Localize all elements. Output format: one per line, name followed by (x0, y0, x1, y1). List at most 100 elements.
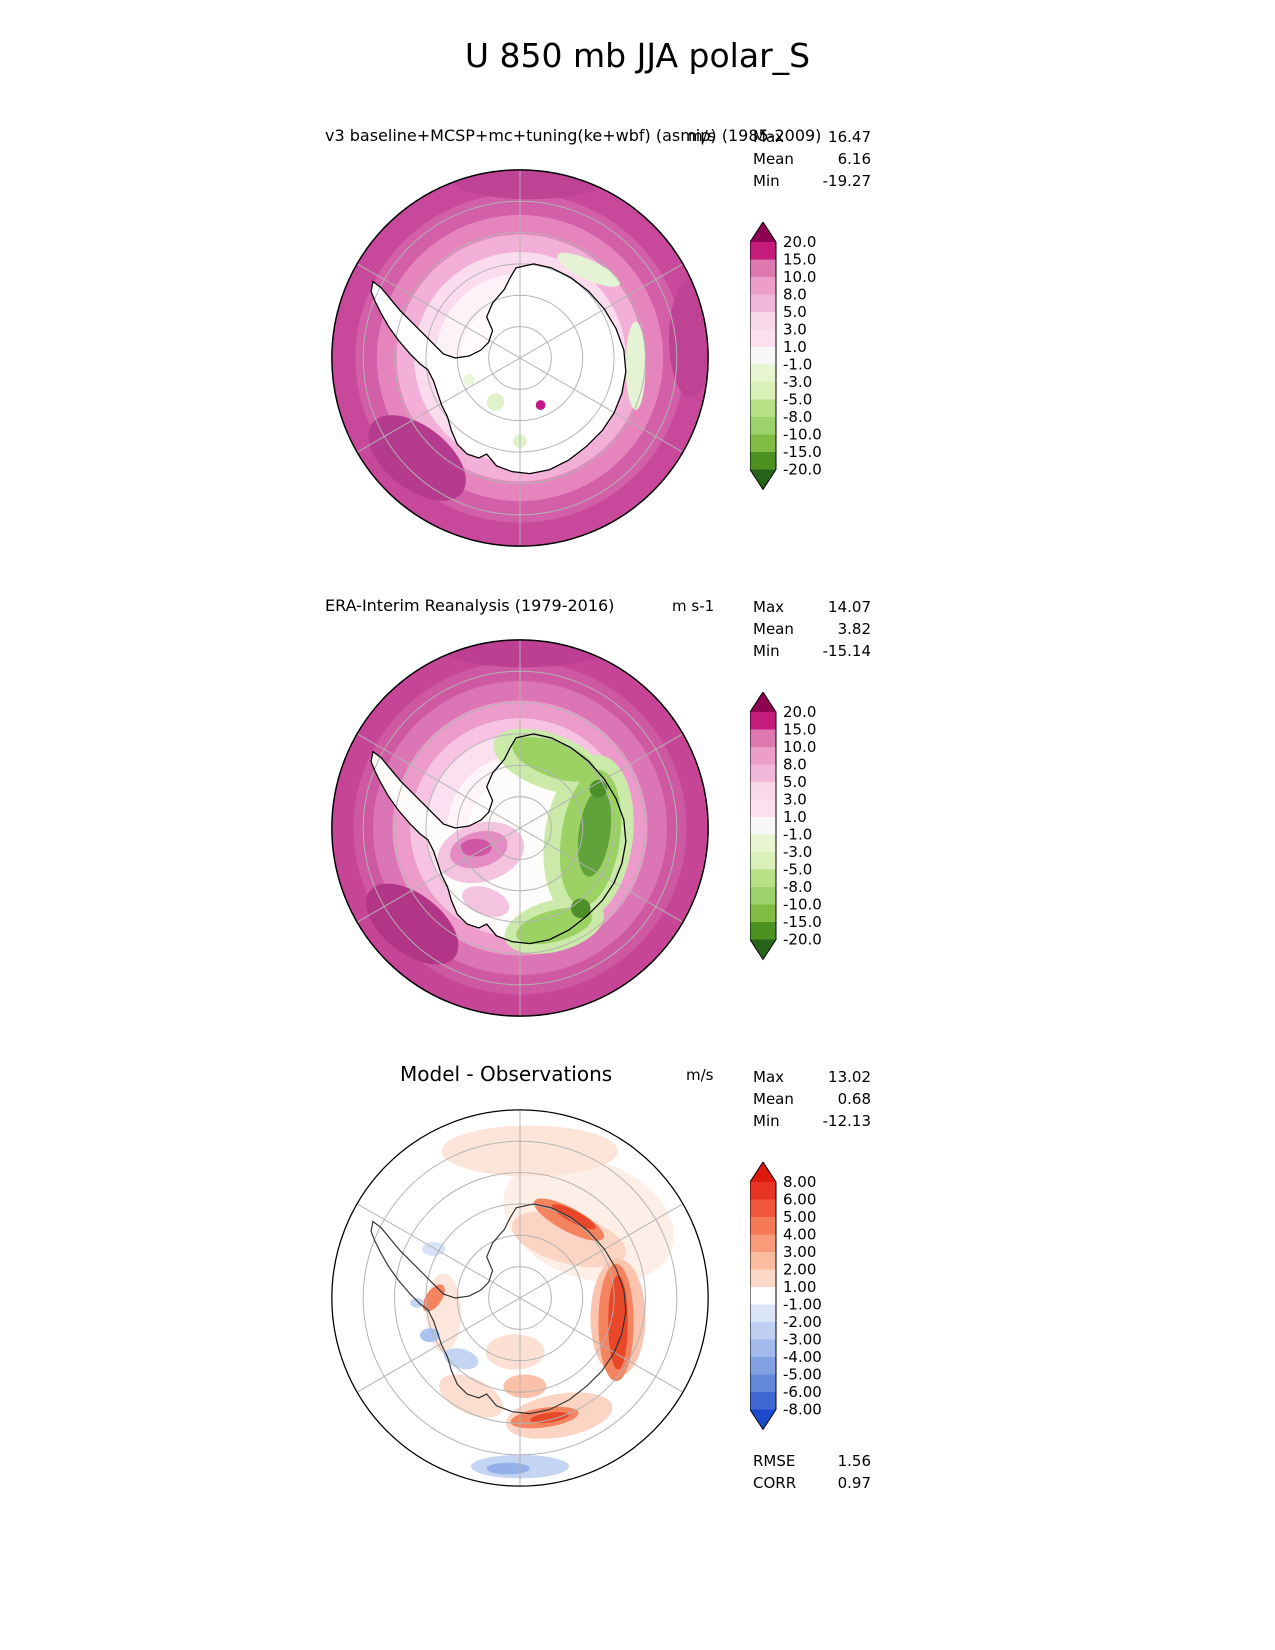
stat-value: 0.68 (837, 1090, 871, 1108)
colorbar-tick-label: -5.0 (783, 861, 812, 879)
colorbar-segment (750, 922, 776, 940)
colorbar-tick-label: 4.00 (783, 1226, 816, 1244)
colorbar-tick-label: -6.00 (783, 1383, 822, 1401)
colorbar-tick-label: -8.00 (783, 1401, 822, 1419)
stat-row: Min -19.27 (753, 170, 871, 192)
colorbar-tick-label: 1.00 (783, 1278, 816, 1296)
stat-label: Min (753, 1112, 780, 1130)
stat-row: Min -15.14 (753, 640, 871, 662)
colorbar-tick-label: -10.0 (783, 426, 822, 444)
colorbar-tick-label: 15.0 (783, 721, 816, 739)
colorbar-segment (750, 1182, 776, 1200)
panel1-map (331, 169, 709, 547)
colorbar-tick-label: -15.0 (783, 443, 822, 461)
colorbar-arrow-over (750, 692, 776, 712)
panel1-colorbar: 20.0 15.0 10.0 8.0 5.0 3.0 1.0 -1.0 -3.0 -5.0 -8.0… (750, 222, 845, 498)
colorbar-segment (750, 1339, 776, 1357)
panel3-units: m/s (686, 1066, 714, 1084)
colorbar-tick-label: 5.0 (783, 773, 807, 791)
colorbar-tick-label: -1.0 (783, 826, 812, 844)
colorbar-segment (750, 277, 776, 295)
panel2-units: m s-1 (672, 597, 715, 615)
stat-value: -12.13 (822, 1112, 871, 1130)
colorbar-segment (750, 417, 776, 435)
map-boundary (331, 639, 709, 1017)
colorbar-segment (750, 347, 776, 365)
stat-value: 14.07 (828, 598, 871, 616)
colorbar-tick-label: 3.0 (783, 791, 807, 809)
stat-label: Mean (753, 1090, 794, 1108)
colorbar-tick-label: -5.00 (783, 1366, 822, 1384)
colorbar-segment (750, 834, 776, 852)
colorbar-tick-label: -3.0 (783, 843, 812, 861)
colorbar-segment (750, 887, 776, 905)
colorbar-svg: 20.015.010.08.05.03.01.0-1.0-3.0-5.0-8.0… (750, 692, 822, 961)
colorbar-segment (750, 729, 776, 747)
colorbar-arrow-over (750, 222, 776, 242)
colorbar-tick-label: -4.00 (783, 1348, 822, 1366)
stat-label: Mean (753, 620, 794, 638)
colorbar-arrow-under (750, 939, 776, 960)
colorbar-segment (750, 382, 776, 400)
colorbar-tick-label: -1.0 (783, 356, 812, 374)
colorbar-tick-label: 3.0 (783, 321, 807, 339)
colorbar-outline (750, 1162, 777, 1431)
stat-row: Mean 0.68 (753, 1088, 871, 1110)
stat-value: -19.27 (822, 172, 871, 190)
stat-row: CORR 0.97 (753, 1472, 871, 1494)
stat-row: Mean 3.82 (753, 618, 871, 640)
colorbar-segment (750, 1252, 776, 1270)
colorbar-tick-label: 8.0 (783, 756, 807, 774)
panel3-map (331, 1109, 709, 1487)
colorbar-outline (750, 222, 777, 491)
colorbar-arrow-over (750, 1162, 776, 1182)
panel3-colorbar: 8.00 6.00 5.00 4.00 3.00 2.00 1.00 -1.00 -2.00 -3… (750, 1162, 845, 1438)
stat-row: Max 13.02 (753, 1066, 871, 1088)
colorbar-segment (750, 869, 776, 887)
panel3-stats: Max 13.02 Mean 0.68 Min -12.13 (753, 1066, 871, 1132)
panel1-stats: Max 16.47 Mean 6.16 Min -19.27 (753, 126, 871, 192)
colorbar-segment (750, 1357, 776, 1375)
stat-value: 1.56 (837, 1452, 871, 1470)
colorbar-segment (750, 329, 776, 347)
stat-row: Max 16.47 (753, 126, 871, 148)
colorbar-segment (750, 817, 776, 835)
colorbar-svg: 8.006.005.004.003.002.001.00-1.00-2.00-3… (750, 1162, 822, 1431)
stat-label: Min (753, 642, 780, 660)
colorbar-tick-label: 1.0 (783, 808, 807, 826)
panel2-title: ERA-Interim Reanalysis (1979-2016) (325, 596, 615, 615)
colorbar-segment (750, 364, 776, 382)
stat-value: 0.97 (837, 1474, 871, 1492)
colorbar-segment (750, 1322, 776, 1340)
panel2-stats: Max 14.07 Mean 3.82 Min -15.14 (753, 596, 871, 662)
colorbar-segment (750, 242, 776, 260)
map-boundary (331, 169, 709, 547)
colorbar-tick-label: 8.0 (783, 286, 807, 304)
colorbar-segment (750, 452, 776, 470)
panel3-skill-scores: RMSE 1.56 CORR 0.97 (753, 1450, 871, 1494)
colorbar-segment (750, 259, 776, 277)
colorbar-tick-label: 2.00 (783, 1261, 816, 1279)
colorbar-tick-label: -10.0 (783, 896, 822, 914)
colorbar-arrow-under (750, 469, 776, 490)
stat-value: 16.47 (828, 128, 871, 146)
colorbar-tick-label: 15.0 (783, 251, 816, 269)
colorbar-tick-label: 5.0 (783, 303, 807, 321)
stat-value: 3.82 (837, 620, 871, 638)
page-title: U 850 mb JJA polar_S (464, 36, 811, 75)
colorbar-segment (750, 1217, 776, 1235)
colorbar-svg: 20.015.010.08.05.03.01.0-1.0-3.0-5.0-8.0… (750, 222, 822, 491)
colorbar-tick-label: 1.0 (783, 338, 807, 356)
stat-row: Mean 6.16 (753, 148, 871, 170)
colorbar-segment (750, 799, 776, 817)
colorbar-tick-label: -8.0 (783, 408, 812, 426)
colorbar-tick-label: -5.0 (783, 391, 812, 409)
colorbar-tick-label: -3.0 (783, 373, 812, 391)
colorbar-tick-label: 20.0 (783, 233, 816, 251)
colorbar-segment (750, 399, 776, 417)
stat-label: Mean (753, 150, 794, 168)
colorbar-tick-label: 20.0 (783, 703, 816, 721)
panel1-units: m/s (688, 127, 716, 145)
stat-label: RMSE (753, 1452, 796, 1470)
